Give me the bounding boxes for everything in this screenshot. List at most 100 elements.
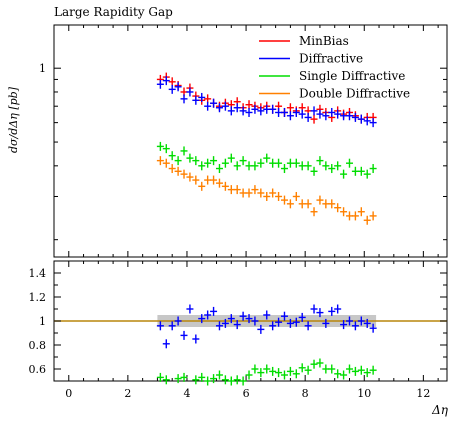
diffractive-point bbox=[334, 109, 342, 119]
x-tick-label: 2 bbox=[124, 387, 131, 400]
x-axis-label: Δη bbox=[431, 403, 449, 417]
double-diffractive-point bbox=[316, 195, 324, 205]
single-diffractive-point bbox=[298, 161, 306, 171]
double-diffractive-point bbox=[280, 195, 288, 205]
diffractive-point bbox=[357, 114, 365, 124]
diffractive-point bbox=[251, 104, 259, 114]
minbias-point bbox=[286, 103, 294, 113]
ratio-diffractive-point bbox=[298, 312, 306, 322]
diffractive-point bbox=[174, 82, 182, 92]
double-diffractive-point bbox=[180, 169, 188, 179]
ratio-single-diffractive-point bbox=[316, 358, 324, 368]
ratio-single-diffractive-point bbox=[351, 366, 359, 376]
ratio-single-diffractive-point bbox=[221, 375, 229, 385]
double-diffractive-point bbox=[156, 156, 164, 166]
diffractive-point bbox=[304, 112, 312, 122]
ratio-single-diffractive-point bbox=[233, 375, 241, 385]
single-diffractive-point bbox=[316, 156, 324, 166]
double-diffractive-point bbox=[221, 181, 229, 191]
single-diffractive-point bbox=[215, 164, 223, 174]
diffractive-point bbox=[340, 111, 348, 121]
legend-label-double-diffractive: Double Diffractive bbox=[299, 87, 410, 101]
diffractive-point bbox=[192, 95, 200, 105]
single-diffractive-point bbox=[369, 164, 377, 174]
diffractive-point bbox=[345, 111, 353, 121]
double-diffractive-point bbox=[363, 215, 371, 225]
single-diffractive-point bbox=[334, 161, 342, 171]
x-tick-label: 0 bbox=[65, 387, 72, 400]
ratio-diffractive-point bbox=[357, 316, 365, 326]
diffractive-point bbox=[180, 94, 188, 104]
ratio-single-diffractive-point bbox=[263, 364, 271, 374]
ratio-diffractive-point bbox=[221, 318, 229, 328]
x-tick-label: 12 bbox=[416, 387, 430, 400]
single-diffractive-point bbox=[233, 161, 241, 171]
ratio-diffractive-point bbox=[304, 321, 312, 331]
diffractive-point bbox=[328, 107, 336, 117]
single-diffractive-point bbox=[174, 156, 182, 166]
ratio-diffractive-point bbox=[345, 316, 353, 326]
double-diffractive-point bbox=[210, 175, 218, 185]
double-diffractive-point bbox=[162, 158, 170, 168]
ratio-single-diffractive-point bbox=[292, 369, 300, 379]
diffractive-point bbox=[198, 92, 206, 102]
double-diffractive-point bbox=[334, 203, 342, 213]
chart-title: Large Rapidity Gap bbox=[54, 5, 173, 19]
ratio-diffractive-point bbox=[351, 321, 359, 331]
ratio-single-diffractive-point bbox=[174, 374, 182, 384]
ratio-plot: 0 2 4 6 8 10 12 0.6 0.8 1 1.2 1.4 bbox=[29, 25, 447, 400]
diffractive-point bbox=[239, 106, 247, 116]
double-diffractive-point bbox=[198, 181, 206, 191]
ratio-diffractive-point bbox=[263, 310, 271, 320]
legend-label-minbias: MinBias bbox=[299, 34, 349, 48]
single-diffractive-point bbox=[286, 158, 294, 168]
single-diffractive-point bbox=[280, 164, 288, 174]
ratio-single-diffractive-point bbox=[269, 366, 277, 376]
ratio-single-diffractive-point bbox=[257, 368, 265, 378]
ratio-diffractive-point bbox=[198, 314, 206, 324]
x-tick-label: 6 bbox=[243, 387, 250, 400]
ratio-single-diffractive-point bbox=[334, 369, 342, 379]
single-diffractive-point bbox=[340, 169, 348, 179]
double-diffractive-point bbox=[340, 207, 348, 217]
ratio-y-tick-label: 1 bbox=[39, 315, 46, 328]
single-diffractive-point bbox=[192, 156, 200, 166]
diffractive-point bbox=[186, 87, 194, 97]
ratio-single-diffractive-point bbox=[198, 372, 206, 382]
diffractive-point bbox=[227, 106, 235, 116]
double-diffractive-point bbox=[204, 175, 212, 185]
ratio-diffractive-point bbox=[369, 323, 377, 333]
double-diffractive-point bbox=[245, 188, 253, 198]
double-diffractive-point bbox=[269, 188, 277, 198]
x-tick-label: 10 bbox=[357, 387, 371, 400]
ratio-diffractive-point bbox=[186, 304, 194, 314]
single-diffractive-point bbox=[239, 156, 247, 166]
ratio-y-tick-label: 1.4 bbox=[29, 267, 47, 280]
single-diffractive-point bbox=[351, 166, 359, 176]
ratio-diffractive-point bbox=[340, 320, 348, 330]
main-plot: 1 bbox=[39, 62, 447, 241]
ratio-diffractive-point bbox=[269, 321, 277, 331]
ratio-diffractive-point bbox=[233, 320, 241, 330]
y-axis-label: dσ/dΔη [pb] bbox=[7, 86, 20, 153]
ratio-single-diffractive-point bbox=[298, 363, 306, 373]
diffractive-point bbox=[280, 107, 288, 117]
ratio-single-diffractive-point bbox=[328, 364, 336, 374]
diffractive-point bbox=[275, 107, 283, 117]
ratio-single-diffractive-point bbox=[369, 365, 377, 375]
ratio-single-diffractive-point bbox=[363, 368, 371, 378]
minbias-point bbox=[245, 100, 253, 110]
ratio-diffractive-point bbox=[328, 306, 336, 316]
double-diffractive-point bbox=[192, 175, 200, 185]
ratio-diffractive-point bbox=[334, 304, 342, 314]
x-tick-label: 4 bbox=[183, 387, 190, 400]
ratio-single-diffractive-point bbox=[286, 366, 294, 376]
ratio-diffractive-point bbox=[174, 316, 182, 326]
single-diffractive-point bbox=[162, 144, 170, 154]
ratio-diffractive-point bbox=[156, 321, 164, 331]
single-diffractive-point bbox=[275, 158, 283, 168]
diffractive-point bbox=[316, 109, 324, 119]
ratio-single-diffractive-point bbox=[204, 376, 212, 386]
diffractive-point bbox=[204, 101, 212, 111]
